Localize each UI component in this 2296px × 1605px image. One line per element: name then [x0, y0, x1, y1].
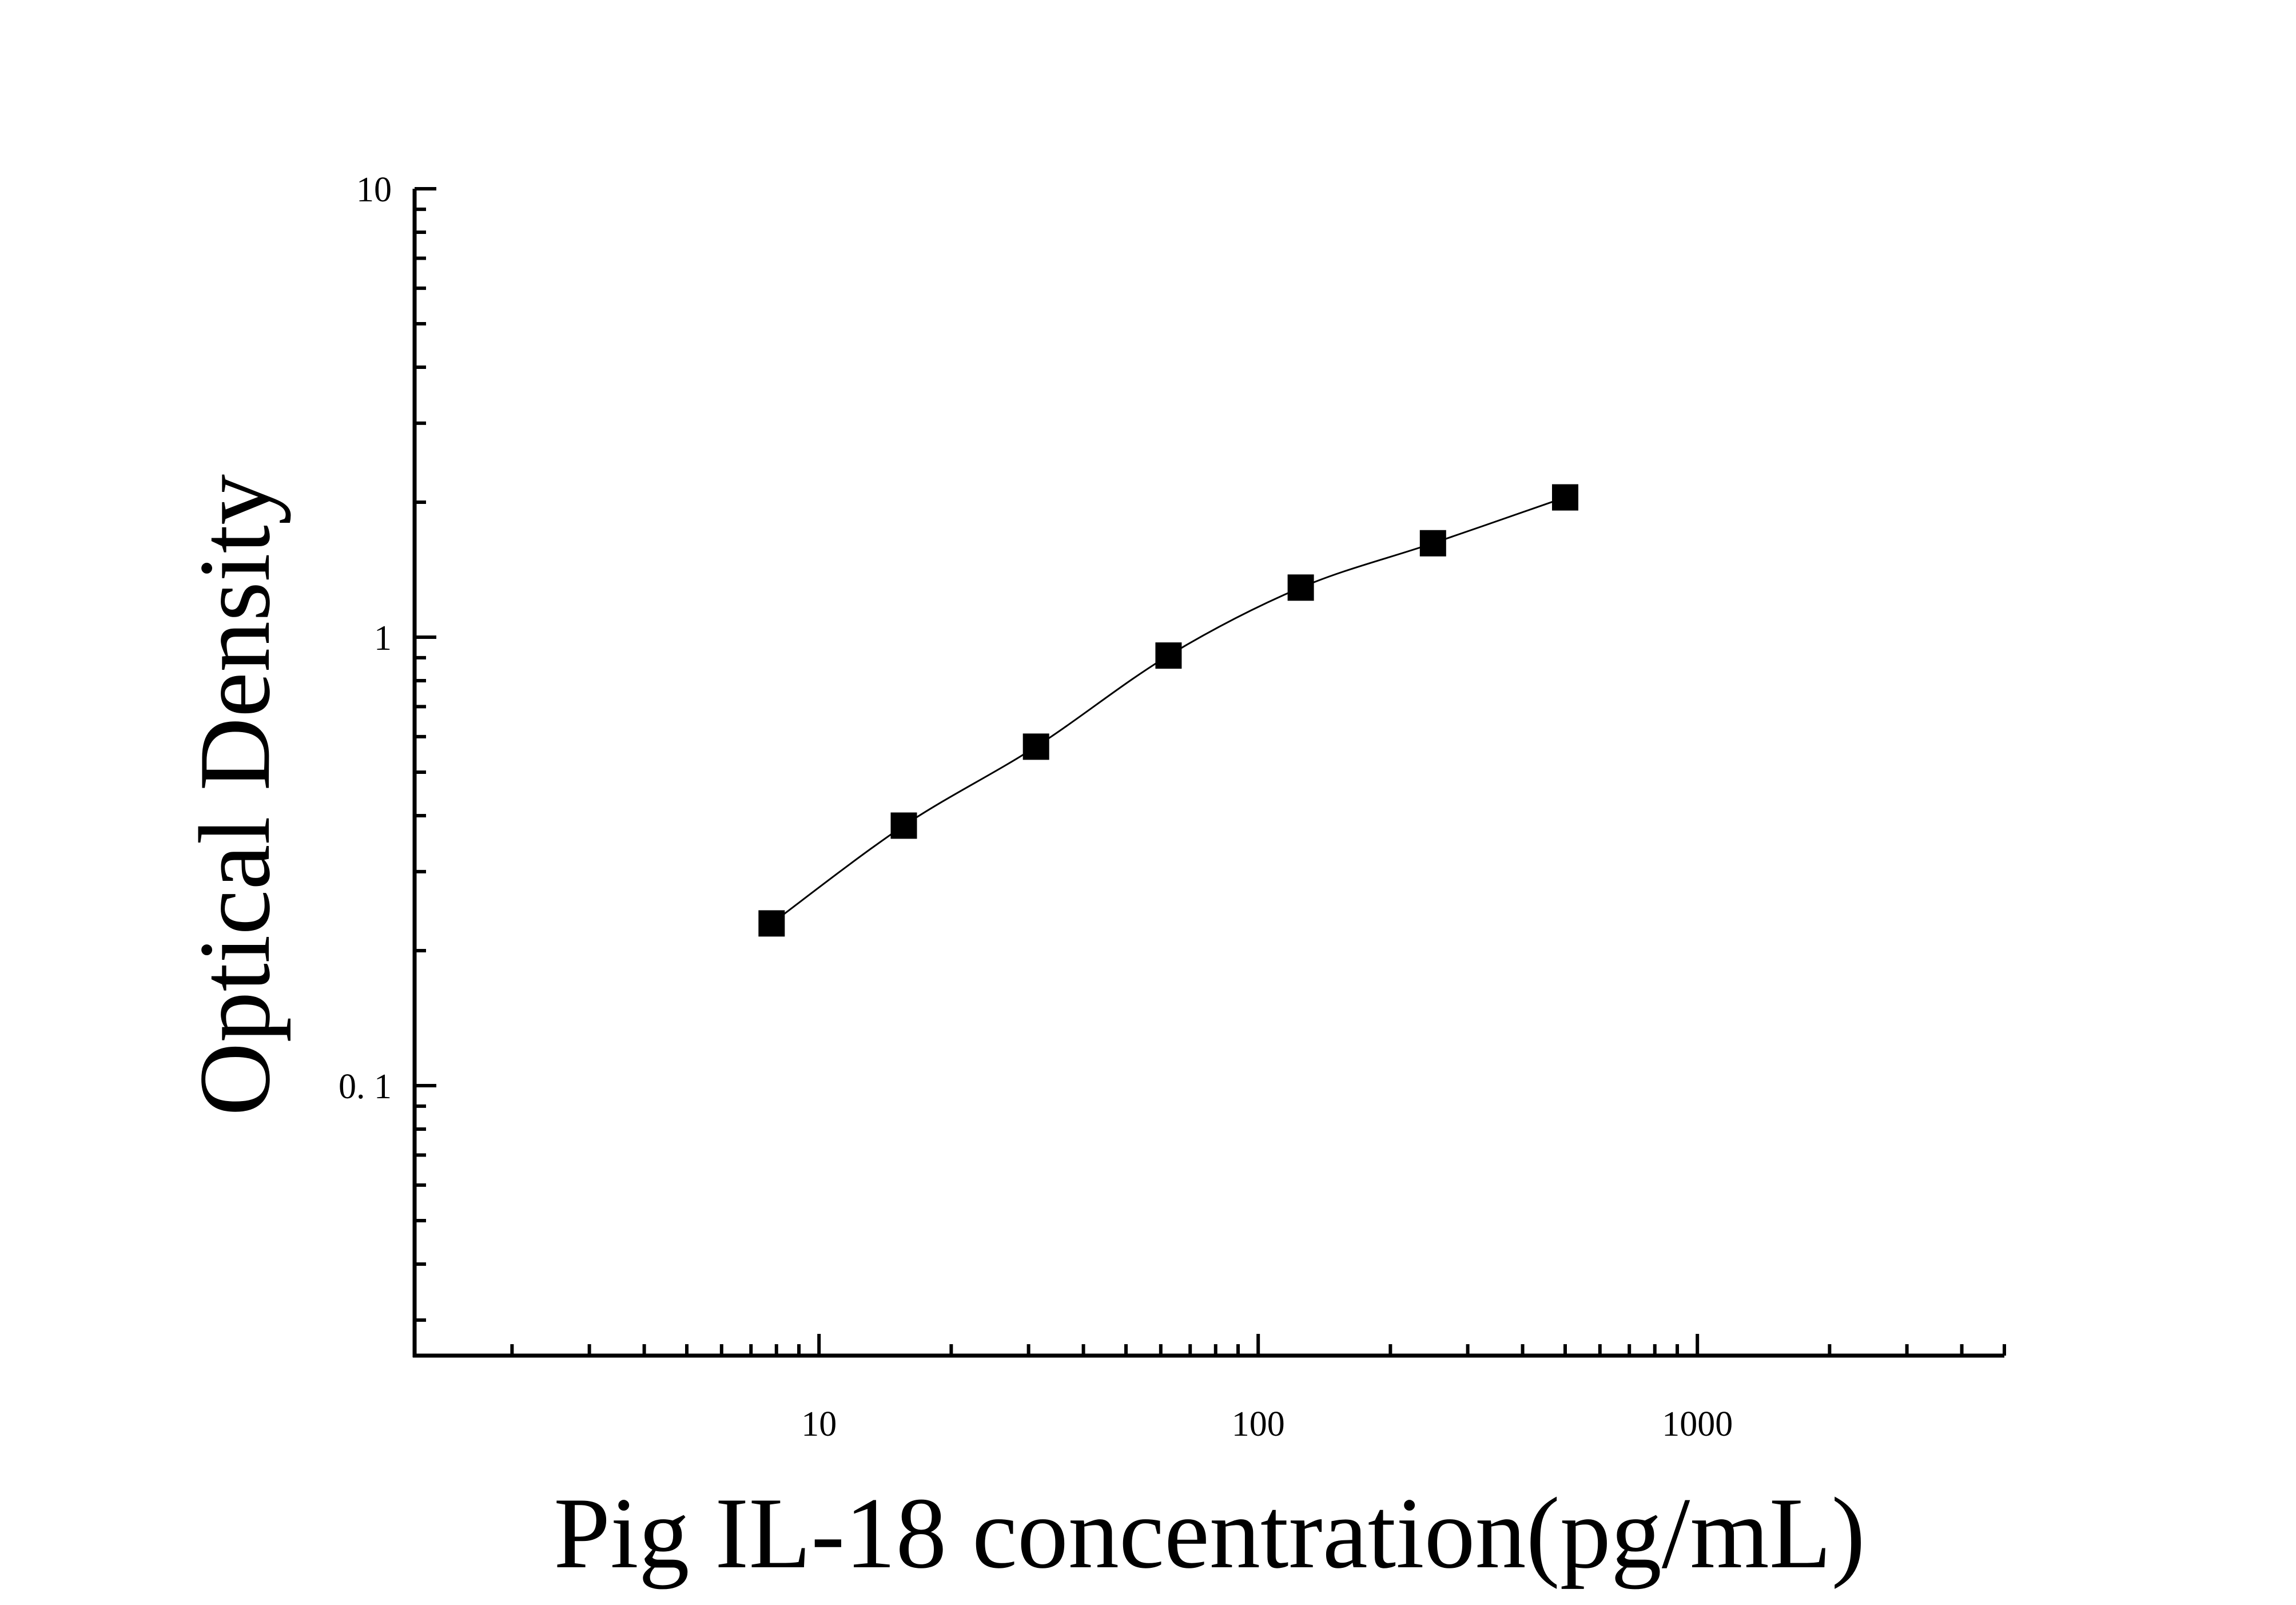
data-point: [890, 812, 917, 839]
y-tick-label: 1: [374, 619, 392, 658]
data-markers: [758, 484, 1578, 937]
fit-curve: [771, 496, 1566, 924]
y-tick-label: 0. 1: [339, 1067, 392, 1106]
data-point: [758, 910, 785, 937]
y-tick-label: 10: [356, 170, 392, 209]
x-axis-title: Pig IL-18 concentration(pg/mL): [554, 1476, 1865, 1590]
tick-labels: 10 100 1000 0. 1 1 10: [339, 170, 1733, 1444]
data-point: [1287, 574, 1314, 601]
data-point: [1419, 530, 1446, 557]
major-ticks: [415, 187, 1700, 1356]
y-axis-title: Optical Density: [178, 474, 291, 1116]
data-point: [1022, 733, 1049, 760]
data-point: [1551, 484, 1578, 511]
minor-ticks: [415, 207, 2006, 1356]
x-tick-label: 10: [801, 1405, 837, 1444]
x-tick-label: 1000: [1662, 1405, 1733, 1444]
x-tick-label: 100: [1232, 1405, 1285, 1444]
data-point: [1155, 642, 1182, 669]
